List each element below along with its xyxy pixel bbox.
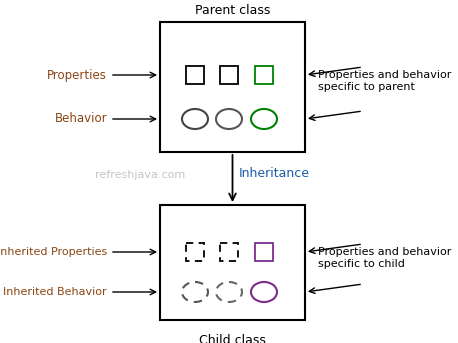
Text: Properties and behavior
specific to parent: Properties and behavior specific to pare… <box>318 70 452 92</box>
Text: Inherited Properties: Inherited Properties <box>0 247 107 257</box>
Text: Inherited Behavior: Inherited Behavior <box>3 287 107 297</box>
Bar <box>186 66 204 84</box>
Bar <box>255 66 273 84</box>
Text: Properties: Properties <box>47 69 107 82</box>
Ellipse shape <box>216 282 242 302</box>
Text: refreshjava.com: refreshjava.com <box>95 170 185 180</box>
Bar <box>186 243 204 261</box>
Bar <box>255 243 273 261</box>
Text: Child class: Child class <box>199 334 266 343</box>
Ellipse shape <box>251 109 277 129</box>
Bar <box>160 205 305 320</box>
Ellipse shape <box>182 282 208 302</box>
Bar <box>220 66 238 84</box>
Text: Parent class: Parent class <box>195 4 270 17</box>
Bar <box>220 243 238 261</box>
Text: Inheritance: Inheritance <box>239 167 310 180</box>
Ellipse shape <box>182 109 208 129</box>
Ellipse shape <box>251 282 277 302</box>
Text: Properties and behavior
specific to child: Properties and behavior specific to chil… <box>318 247 452 269</box>
Bar <box>160 22 305 152</box>
Ellipse shape <box>216 109 242 129</box>
Text: Behavior: Behavior <box>55 113 107 126</box>
